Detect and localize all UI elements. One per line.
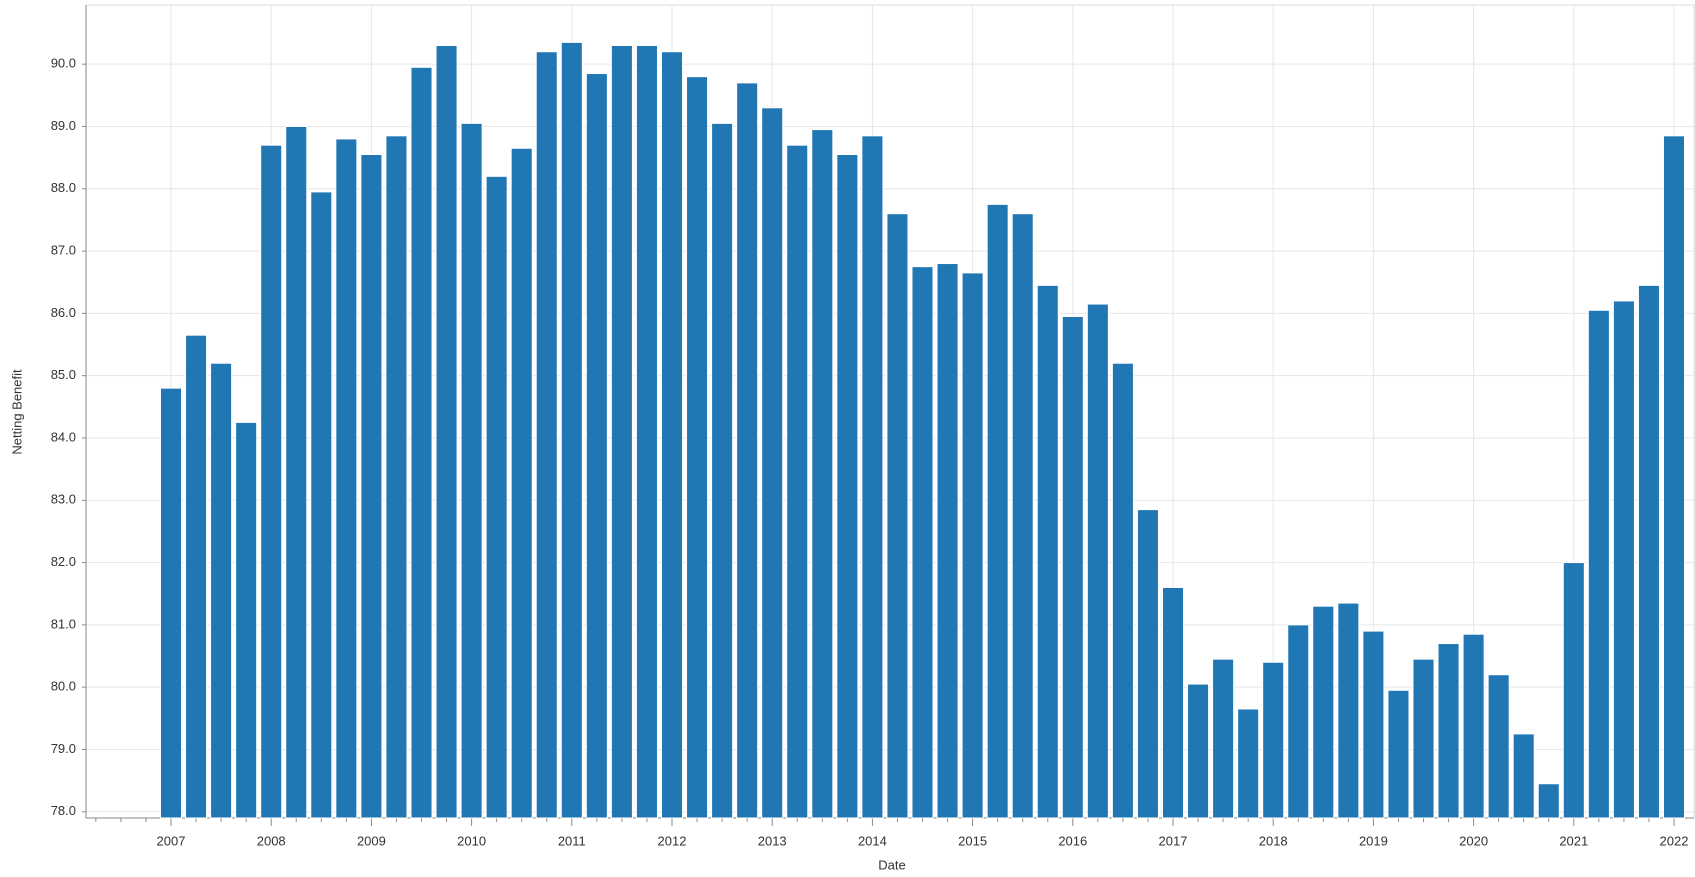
bar (1412, 658, 1435, 819)
x-tick-label: 2019 (1359, 833, 1388, 848)
x-tick-label: 2007 (157, 833, 186, 848)
bar (1587, 309, 1610, 819)
y-tick-label: 78.0 (51, 803, 76, 818)
bar (736, 82, 759, 819)
bar (811, 129, 834, 819)
bar (235, 421, 258, 819)
bar (1562, 562, 1585, 819)
bar (310, 191, 333, 819)
bar (485, 175, 508, 819)
bar (210, 362, 233, 819)
bar (285, 125, 308, 819)
bar (711, 122, 734, 819)
bar (1612, 300, 1635, 819)
y-tick-label: 82.0 (51, 554, 76, 569)
y-tick-label: 89.0 (51, 118, 76, 133)
bar (660, 51, 684, 819)
bar (911, 266, 934, 819)
bar (1262, 661, 1285, 819)
y-axis-label: Netting Benefit (9, 369, 24, 455)
y-tick-label: 81.0 (51, 616, 76, 631)
bar (1512, 733, 1535, 819)
bar (1011, 213, 1034, 819)
bar (786, 144, 809, 819)
x-tick-label: 2012 (658, 833, 687, 848)
y-tick-label: 90.0 (51, 56, 76, 71)
bar (1136, 509, 1159, 819)
x-tick-label: 2010 (457, 833, 486, 848)
bar (836, 154, 859, 819)
x-tick-label: 2011 (558, 833, 586, 848)
bar (1212, 658, 1235, 819)
y-tick-label: 84.0 (51, 429, 76, 444)
bar (1161, 586, 1185, 819)
bar (986, 203, 1009, 819)
bar (159, 387, 183, 819)
bar (961, 272, 984, 819)
bar (886, 213, 909, 819)
bar (1061, 315, 1084, 819)
bar (1662, 135, 1686, 819)
bar (1036, 284, 1059, 819)
x-tick-label: 2017 (1159, 833, 1188, 848)
bar (635, 44, 658, 819)
bar (1287, 624, 1310, 819)
y-tick-label: 87.0 (51, 243, 76, 258)
bar (1337, 602, 1360, 819)
bar (686, 76, 709, 819)
x-tick-label: 2018 (1259, 833, 1288, 848)
bar (260, 144, 283, 819)
bar (1187, 683, 1210, 819)
y-tick-label: 79.0 (51, 741, 76, 756)
bar (535, 51, 558, 819)
bar (185, 334, 208, 819)
bar (510, 147, 533, 819)
bar (1387, 689, 1410, 819)
y-tick-label: 80.0 (51, 679, 76, 694)
bar (861, 135, 884, 819)
bar (1237, 708, 1260, 819)
x-tick-label: 2015 (958, 833, 987, 848)
x-tick-label: 2022 (1660, 833, 1689, 848)
y-tick-label: 86.0 (51, 305, 76, 320)
y-tick-label: 83.0 (51, 492, 76, 507)
x-tick-label: 2021 (1559, 833, 1588, 848)
bar (1111, 362, 1134, 819)
y-tick-label: 88.0 (51, 180, 76, 195)
bar (460, 122, 483, 819)
bar (1362, 630, 1385, 819)
bar (585, 73, 608, 819)
bar (385, 135, 408, 819)
bar (1437, 643, 1460, 819)
x-tick-label: 2016 (1058, 833, 1087, 848)
bar (435, 44, 458, 819)
bar (1312, 605, 1335, 819)
bar (1637, 284, 1660, 819)
bar (1537, 783, 1560, 819)
x-tick-label: 2008 (257, 833, 286, 848)
bar (410, 66, 433, 819)
x-tick-label: 2009 (357, 833, 386, 848)
bar (335, 138, 358, 819)
bar (360, 154, 383, 819)
x-tick-label: 2013 (758, 833, 787, 848)
bar (1086, 303, 1109, 819)
bar (761, 107, 784, 819)
bar (560, 41, 583, 819)
x-axis-label: Date (878, 857, 905, 872)
bar (1487, 674, 1510, 819)
bar (936, 263, 959, 819)
bar (1462, 633, 1485, 819)
bar (610, 44, 633, 819)
y-tick-label: 85.0 (51, 367, 76, 382)
x-tick-label: 2020 (1459, 833, 1488, 848)
x-tick-label: 2014 (858, 833, 887, 848)
